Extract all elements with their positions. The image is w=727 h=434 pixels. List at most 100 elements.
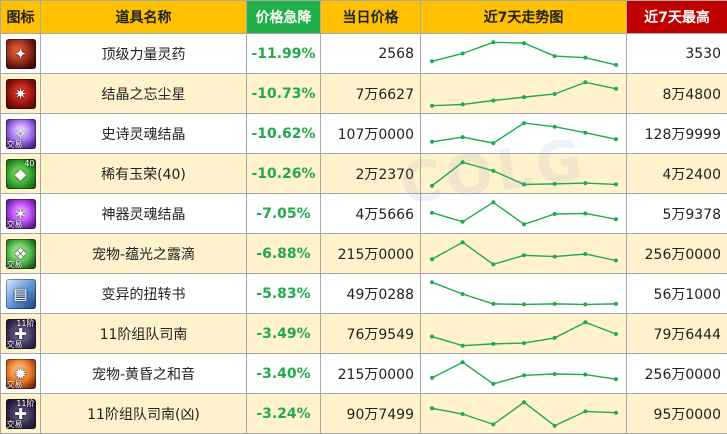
- trend-point: [460, 50, 465, 55]
- trend-point: [521, 372, 526, 377]
- table-header-row: 图标 道具名称 价格急降 当日价格 近7天走势图 近7天最高: [0, 0, 727, 34]
- table-row[interactable]: ✧ 交易 史诗灵魂结晶 -10.62% 107万0000 128万9999: [0, 113, 727, 154]
- compass-icon[interactable]: ✚ 11阶 交易: [5, 318, 36, 349]
- artifact-soul-icon[interactable]: ✶ 交易: [5, 198, 36, 229]
- price-drop: -3.40%: [246, 353, 321, 394]
- table-row[interactable]: ✦ 顶级力量灵药 -11.99% 2568 3530: [0, 33, 727, 74]
- price-drop: -3.49%: [246, 313, 321, 354]
- trend-point: [460, 159, 465, 164]
- icon-glyph: ✹: [14, 364, 27, 383]
- icon-glyph: ✧: [14, 124, 27, 143]
- dew-icon[interactable]: ❖ 交易: [5, 238, 36, 269]
- trend-cell: [420, 313, 627, 354]
- item-name[interactable]: 变异的扭转书: [40, 273, 247, 314]
- icon-level: 11阶: [16, 398, 35, 408]
- seven-day-high: 8万4800: [626, 73, 727, 114]
- icon-level: 40: [24, 158, 35, 168]
- compass-icon[interactable]: ✚ 11阶 交易: [5, 398, 36, 429]
- trend-point: [490, 168, 495, 173]
- table-row[interactable]: ❖ 交易 宠物-蕴光之露滴 -6.88% 215万0000 256万0000: [0, 233, 727, 274]
- trend-point: [521, 340, 526, 345]
- trend-point: [613, 331, 618, 336]
- price-drop: -6.88%: [246, 233, 321, 274]
- item-icon-cell: ✷: [0, 73, 41, 114]
- trend-point: [460, 359, 465, 364]
- trend-sparkline: [429, 159, 618, 188]
- col-header-icon[interactable]: 图标: [0, 0, 41, 34]
- price-drop: -10.73%: [246, 73, 321, 114]
- trend-sparkline: [429, 399, 618, 428]
- trend-point: [582, 130, 587, 135]
- trend-line: [431, 281, 616, 305]
- trend-sparkline: [429, 319, 618, 348]
- stardust-icon[interactable]: ✷: [5, 78, 36, 109]
- trend-point: [613, 136, 618, 141]
- icon-glyph: ✚: [14, 324, 27, 343]
- dusk-sound-icon[interactable]: ✹ 交易: [5, 358, 36, 389]
- icon-trade-tag: 交易: [6, 259, 23, 269]
- table-row[interactable]: ✷ 结晶之忘尘星 -10.73% 7万6627 8万4800: [0, 73, 727, 114]
- item-name[interactable]: 11阶组队司南: [40, 313, 247, 354]
- col-header-name[interactable]: 道具名称: [40, 0, 247, 34]
- icon-glyph: ✶: [14, 204, 27, 223]
- scroll-icon[interactable]: ▤: [5, 278, 36, 309]
- item-icon-cell: ✶ 交易: [0, 193, 41, 234]
- seven-day-high: 5万9378: [626, 193, 727, 234]
- col-header-drop[interactable]: 价格急降: [246, 0, 321, 34]
- trend-point: [521, 399, 526, 404]
- trend-point: [521, 94, 526, 99]
- icon-trade-tag: 交易: [6, 379, 23, 389]
- trend-cell: [420, 273, 627, 314]
- col-header-trend[interactable]: 近7天走势图: [420, 0, 627, 34]
- today-price: 215万0000: [320, 233, 421, 274]
- col-header-high[interactable]: 近7天最高: [626, 0, 727, 34]
- table-row[interactable]: ◆ 40 稀有玉荣(40) -10.26% 2万2370 4万2400: [0, 153, 727, 194]
- table-row[interactable]: ✚ 11阶 交易 11阶组队司南 -3.49% 76万9549 79万6444: [0, 313, 727, 354]
- icon-glyph: ❖: [13, 244, 28, 263]
- table-row[interactable]: ✹ 交易 宠物-黄昏之和音 -3.40% 215万0000 256万0000: [0, 353, 727, 394]
- item-name[interactable]: 宠物-蕴光之露滴: [40, 233, 247, 274]
- trend-cell: [420, 113, 627, 154]
- price-drop: -3.24%: [246, 393, 321, 434]
- icon-trade-tag: 交易: [6, 219, 23, 229]
- item-name[interactable]: 宠物-黄昏之和音: [40, 353, 247, 394]
- seven-day-high: 3530: [626, 33, 727, 74]
- trend-point: [552, 371, 557, 376]
- today-price: 107万0000: [320, 113, 421, 154]
- item-name[interactable]: 11阶组队司南(凶): [40, 393, 247, 434]
- jade-icon[interactable]: ◆ 40: [5, 158, 36, 189]
- trend-point: [490, 421, 495, 426]
- trend-point: [582, 372, 587, 377]
- table-row[interactable]: ✚ 11阶 交易 11阶组队司南(凶) -3.24% 90万7499 95万0000: [0, 393, 727, 434]
- item-name[interactable]: 结晶之忘尘星: [40, 73, 247, 114]
- trend-point: [552, 335, 557, 340]
- trend-point: [490, 381, 495, 386]
- trend-point: [613, 181, 618, 186]
- table-row[interactable]: ✶ 交易 神器灵魂结晶 -7.05% 4万5666 5万9378: [0, 193, 727, 234]
- trend-line: [431, 121, 616, 144]
- icon-glyph: ✚: [14, 404, 27, 423]
- trend-point: [429, 375, 434, 380]
- trend-point: [460, 343, 465, 348]
- trend-point: [582, 55, 587, 60]
- trend-point: [613, 301, 618, 306]
- item-name[interactable]: 神器灵魂结晶: [40, 193, 247, 234]
- trend-point: [429, 183, 434, 188]
- item-name[interactable]: 史诗灵魂结晶: [40, 113, 247, 154]
- trend-point: [613, 258, 618, 262]
- trend-sparkline: [429, 239, 618, 266]
- price-drop: -10.62%: [246, 113, 321, 154]
- trend-cell: [420, 73, 627, 114]
- trend-point: [460, 101, 465, 106]
- trend-point: [490, 301, 495, 306]
- trend-point: [613, 410, 618, 415]
- item-name[interactable]: 顶级力量灵药: [40, 33, 247, 74]
- table-row[interactable]: ▤ 变异的扭转书 -5.83% 49万0288 56万1000: [0, 273, 727, 314]
- potion-icon[interactable]: ✦: [5, 38, 36, 69]
- item-name[interactable]: 稀有玉荣(40): [40, 153, 247, 194]
- today-price: 2万2370: [320, 153, 421, 194]
- trend-point: [552, 301, 557, 306]
- icon-glyph: ▤: [13, 284, 28, 303]
- col-header-price[interactable]: 当日价格: [320, 0, 421, 34]
- soul-crystal-icon[interactable]: ✧ 交易: [5, 118, 36, 149]
